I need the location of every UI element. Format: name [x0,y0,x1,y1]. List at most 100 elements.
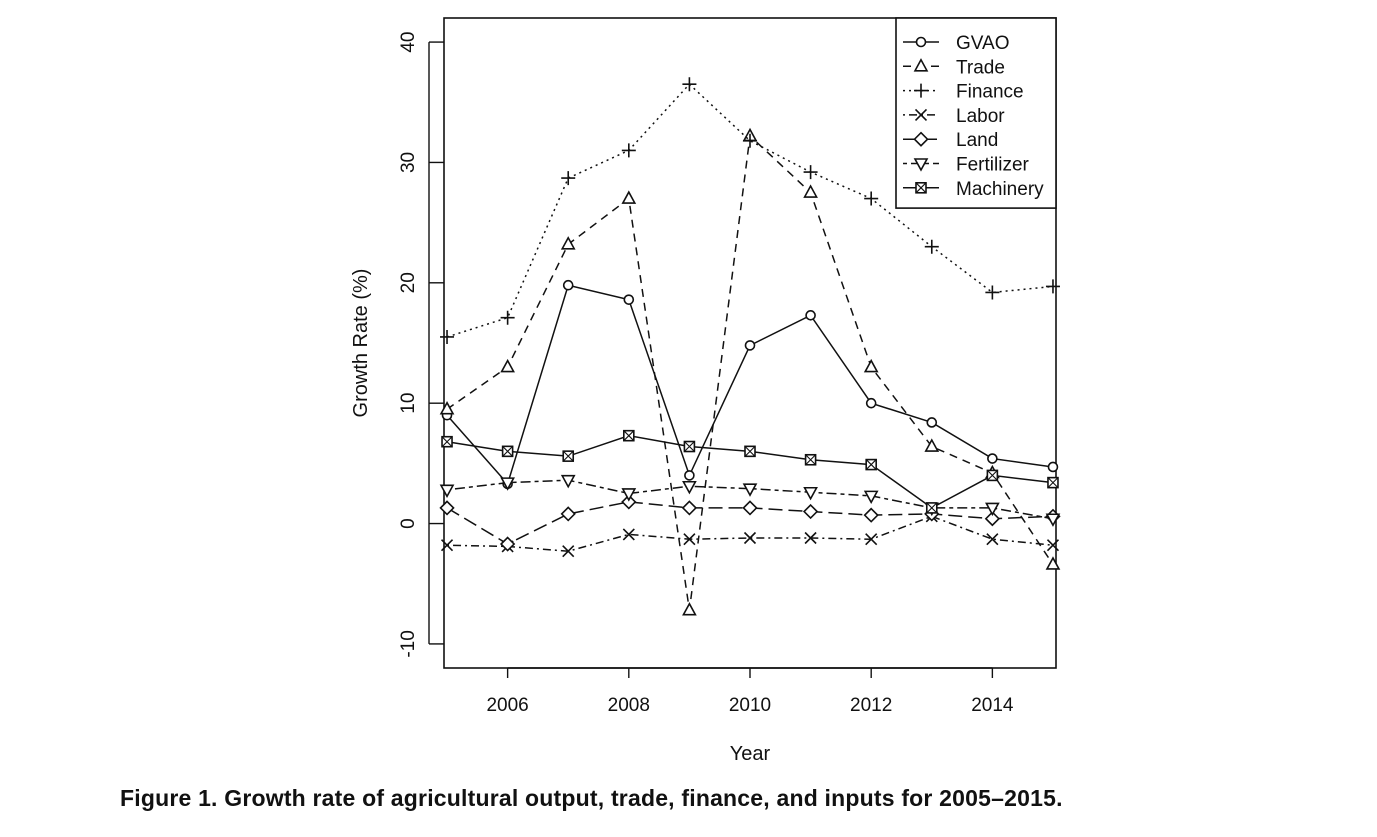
point-land-2009 [681,500,698,516]
point-trade-2009 [682,602,697,616]
y-tick-label-20: 20 [398,272,419,293]
series-finance [440,77,1060,344]
point-trade-2015 [1045,556,1061,570]
point-fertilizer-2010 [742,483,758,497]
point-finance-2009 [682,77,697,92]
series-land [439,494,1061,552]
point-machinery-2015-cross [1047,477,1059,489]
point-gvao-2007 [562,279,574,291]
series-gvao [441,279,1059,490]
legend-label-gvao: GVAO [956,33,1010,54]
point-labor-2011 [804,531,817,545]
point-labor-2005 [440,539,454,552]
point-machinery-2007-cross [562,450,574,462]
legend-item-trade: Trade [903,57,1005,78]
legend-item-labor: Labor [903,106,1005,127]
series-labor [440,510,1060,558]
point-land-2012 [863,507,879,523]
series-line-fertilizer [446,479,1054,520]
x-tick-label-2012: 2012 [850,695,892,716]
point-labor-2008 [622,528,635,541]
point-labor-2015 [1046,539,1060,552]
point-land-2008 [621,494,637,510]
point-land-2006 [499,536,516,552]
point-machinery-2009 [683,440,696,453]
point-machinery-2006 [501,445,514,458]
legend-marker-finance [914,83,928,98]
point-fertilizer-2012 [863,490,879,505]
point-finance-2007 [561,171,576,186]
point-finance-2005 [440,329,455,344]
legend-item-fertilizer: Fertilizer [903,155,1030,176]
point-finance-2006 [500,310,515,325]
point-machinery-2014-cross [986,470,998,481]
point-trade-2007 [560,236,576,250]
point-land-2010 [742,500,758,516]
point-trade-2011 [803,184,818,198]
point-finance-2012 [864,191,879,206]
point-machinery-2010-cross [744,445,756,457]
point-machinery-2010 [744,445,756,458]
legend-marker-fertilizer [913,158,929,172]
y-tick-label-40: 40 [398,32,419,53]
point-machinery-2012 [865,458,877,471]
point-machinery-2006-cross [502,445,514,457]
point-trade-2005 [439,401,455,415]
y-tick-label-0: 0 [398,518,419,529]
legend-marker-machinery [915,182,927,194]
point-machinery-2014 [986,469,999,482]
point-labor-2014 [986,533,999,546]
point-finance-2015 [1045,279,1060,294]
point-finance-2011 [803,165,818,180]
point-gvao-2010 [744,340,756,351]
point-fertilizer-2015 [1045,513,1061,527]
point-gvao-2011 [805,310,816,321]
point-machinery-2005 [441,435,453,448]
point-finance-2010 [743,133,757,148]
x-tick-label-2010: 2010 [729,695,771,716]
point-labor-2009 [683,533,696,546]
axes: 2006 2008 2010 2012 2014 -10 0 10 20 30 40 [398,32,1014,716]
point-gvao-2009 [684,470,695,481]
point-fertilizer-2005 [439,484,455,499]
legend-item-finance: Finance [903,82,1024,103]
point-machinery-2009-cross [684,441,695,452]
legend-marker-gvao [915,36,927,48]
legend-marker-machinery-cross [915,182,927,194]
legend-label-land: Land [956,130,998,151]
legend-label-fertilizer: Fertilizer [956,155,1030,176]
point-trade-2006 [500,358,515,373]
point-trade-2008 [621,190,637,204]
point-trade-2012 [863,358,879,373]
point-fertilizer-2007 [560,474,576,489]
point-machinery-2015 [1047,476,1059,489]
series-fertilizer [439,474,1061,527]
series-machinery [441,429,1059,514]
series-layer [439,77,1061,616]
point-gvao-2008 [623,294,635,305]
x-tick-label-2008: 2008 [608,695,650,716]
y-tick-label-30: 30 [398,152,419,173]
x-tick-label-2014: 2014 [971,695,1014,716]
point-labor-2007 [562,545,575,558]
legend-label-machinery: Machinery [956,179,1044,200]
legend-marker-land [913,131,929,147]
x-tick-label-2006: 2006 [486,695,528,716]
point-land-2014 [984,511,1001,527]
point-fertilizer-2006 [500,477,515,491]
legend-label-trade: Trade [956,57,1005,78]
legend: GVAO Trade Finance Labor Land Fertilizer Machi… [895,17,1057,209]
point-labor-2010 [743,531,757,545]
point-machinery-2005-cross [441,436,453,448]
point-machinery-2011 [804,453,817,466]
point-machinery-2013 [925,502,938,514]
point-land-2005 [439,500,455,516]
point-gvao-2012 [865,397,877,409]
point-machinery-2012-cross [865,459,877,470]
legend-item-land: Land [903,130,998,151]
legend-label-labor: Labor [956,106,1005,127]
legend-marker-trade [913,58,929,72]
y-tick-label-10: 10 [398,393,419,414]
point-fertilizer-2011 [803,486,818,501]
